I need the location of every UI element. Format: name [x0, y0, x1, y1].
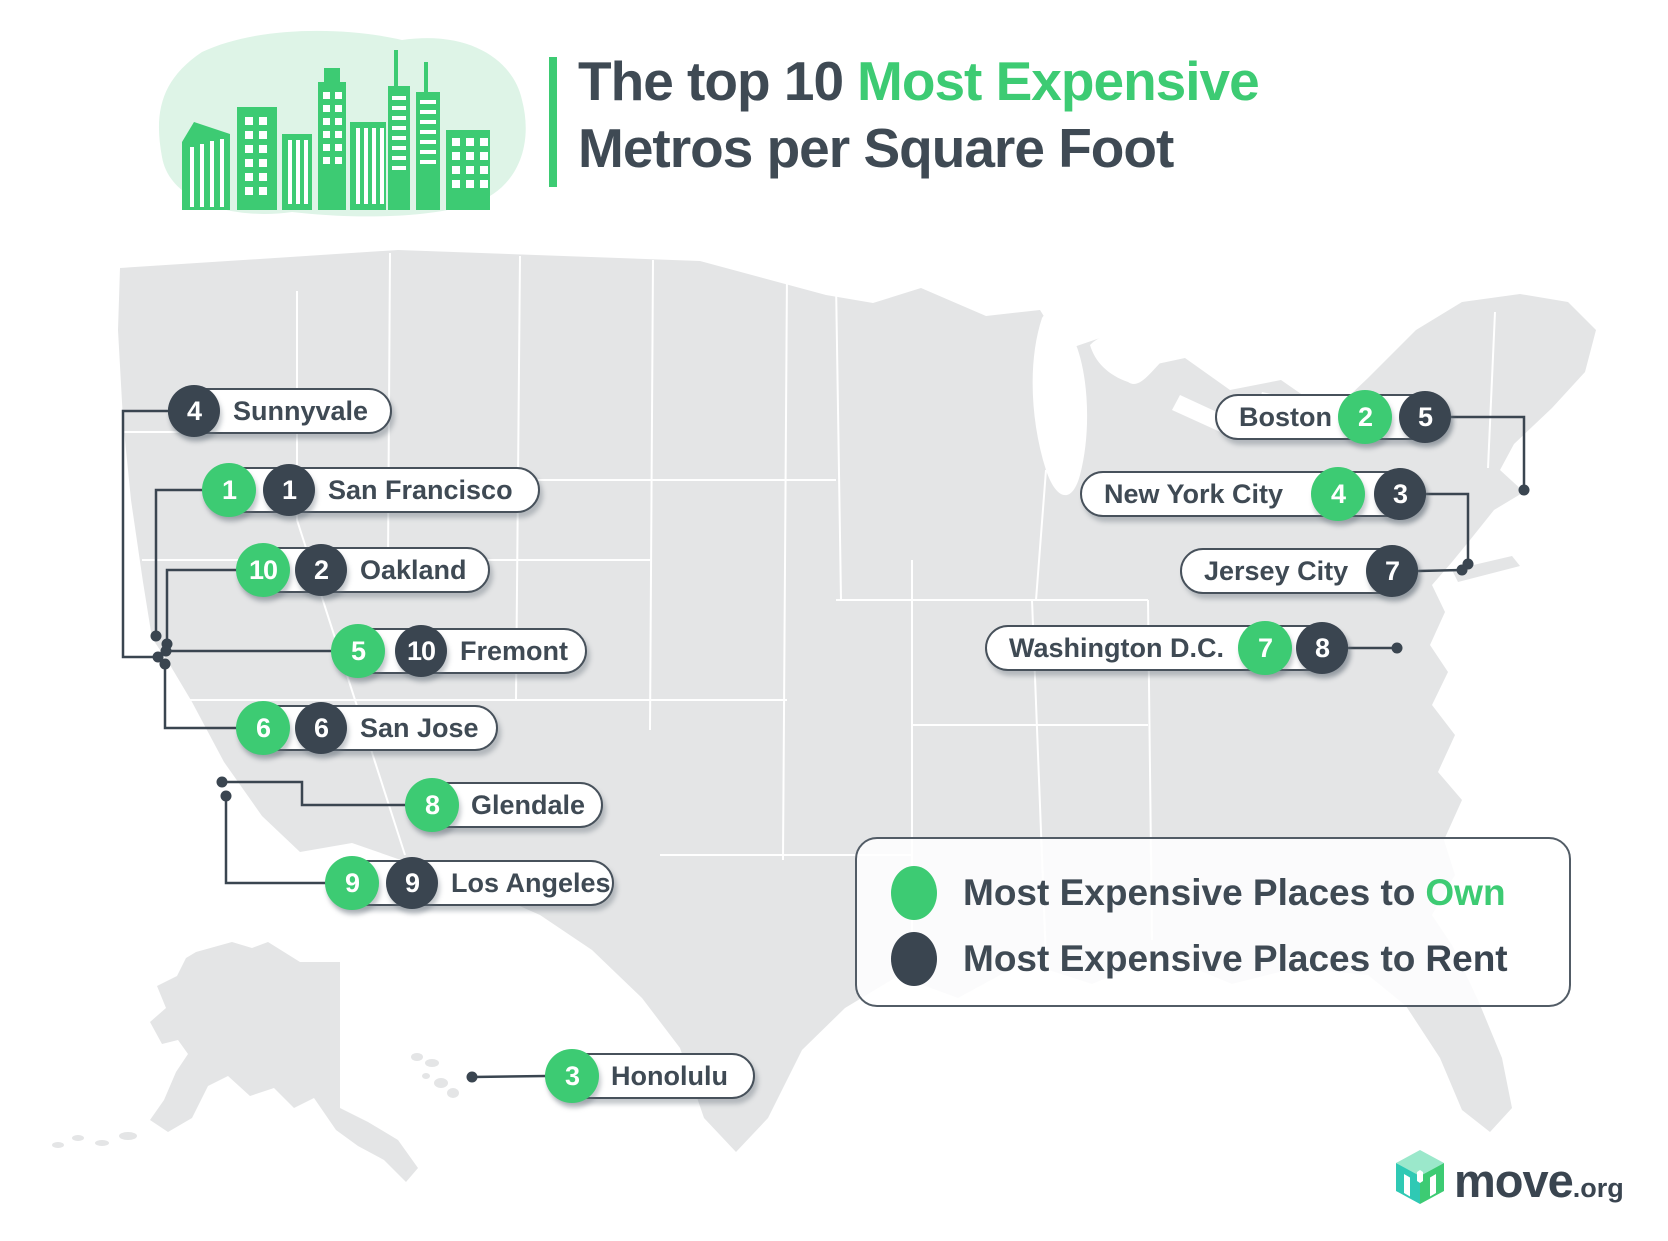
leader-line-new-york-city — [1426, 492, 1470, 564]
city-skyline-icon — [158, 30, 526, 217]
rank-badge-own-glendale: 8 — [405, 778, 459, 832]
rank-badge-rent-fremont: 10 — [395, 625, 447, 677]
rank-badge-own-oakland: 10 — [236, 543, 290, 597]
city-name: San Jose — [360, 712, 479, 743]
rank-badge-rent-new-york-city: 3 — [1374, 468, 1426, 520]
map-dot-honolulu — [466, 1071, 478, 1083]
legend-row-own: Most Expensive Places to Own — [891, 865, 1506, 921]
rank-badge-rent-sunnyvale: 4 — [168, 385, 220, 437]
leader-line-jersey-city — [1417, 568, 1463, 573]
map-dot-boston — [1518, 484, 1530, 496]
rank-badge-rent-san-francisco: 1 — [263, 464, 315, 516]
legend-rent-label: Most Expensive Places to Rent — [963, 938, 1508, 979]
leader-line-honolulu — [471, 1074, 547, 1079]
leader-line-san-francisco — [154, 488, 203, 636]
map-dot-sunnyvale — [152, 651, 164, 663]
city-name: Sunnyvale — [233, 395, 369, 426]
legend-row-rent: Most Expensive Places to Rent — [891, 931, 1508, 987]
rank-badge-rent-washington-d-c: 8 — [1296, 622, 1348, 674]
city-name: New York City — [1104, 478, 1284, 509]
legend: Most Expensive Places to Own Most Expensi… — [855, 837, 1571, 1007]
header: The top 10 Most Expensive Metros per Squa… — [0, 0, 1668, 240]
rank-badge-own-fremont: 5 — [331, 624, 385, 678]
rank-badge-own-honolulu: 3 — [545, 1049, 599, 1103]
map-dot-jersey-city — [1456, 564, 1468, 576]
own-dot-icon — [891, 866, 937, 920]
map-dot-washington-d-c — [1391, 642, 1403, 654]
brand-name: move — [1454, 1154, 1574, 1207]
rank-badge-own-san-francisco: 1 — [202, 463, 256, 517]
rank-badge-rent-oakland: 2 — [295, 544, 347, 596]
aleutian-islands — [52, 1132, 137, 1148]
city-name: Los Angeles — [451, 867, 611, 898]
map-dot-los-angeles — [220, 790, 232, 802]
city-name: Honolulu — [611, 1060, 728, 1091]
rank-badge-own-san-jose: 6 — [236, 701, 290, 755]
rank-badge-own-new-york-city: 4 — [1311, 467, 1365, 521]
title-prefix: The top 10 — [578, 50, 844, 112]
map-dot-san-francisco — [150, 630, 162, 642]
rent-dot-icon — [891, 932, 937, 986]
lake-huron — [1090, 332, 1168, 384]
leader-line-san-jose — [163, 664, 237, 730]
rank-badge-rent-san-jose: 6 — [295, 702, 347, 754]
city-name: Oakland — [360, 554, 467, 585]
city-pill: San Francisco — [203, 467, 540, 513]
city-pill: New York City — [1080, 471, 1426, 517]
lake-michigan — [1032, 312, 1088, 496]
leader-line-glendale — [222, 780, 406, 807]
alaska-shape — [150, 942, 418, 1182]
leader-line-oakland — [165, 568, 237, 644]
hawaii-islands — [411, 1053, 459, 1098]
page-title: The top 10 Most Expensive Metros per Squa… — [578, 48, 1260, 182]
map-dot-fremont — [160, 645, 172, 657]
legend-own-label: Most Expensive Places to Own — [963, 872, 1506, 913]
title-accent-bar — [549, 57, 557, 187]
leader-line-los-angeles — [224, 796, 326, 885]
rank-badge-own-los-angeles: 9 — [325, 856, 379, 910]
leader-line-sunnyvale — [121, 409, 168, 659]
city-name: San Francisco — [328, 474, 513, 505]
long-island — [1452, 556, 1520, 582]
city-name: Fremont — [460, 635, 568, 666]
move-cube-icon — [1396, 1150, 1444, 1204]
city-name: Washington D.C. — [1009, 632, 1224, 663]
title-highlight: Most Expensive — [857, 50, 1260, 112]
rank-badge-rent-jersey-city: 7 — [1366, 545, 1418, 597]
city-name: Jersey City — [1204, 555, 1349, 586]
leader-line-boston — [1451, 415, 1526, 490]
leader-lines — [121, 409, 1530, 1083]
brand-tld: .org — [1572, 1173, 1624, 1203]
map-dot-glendale — [216, 776, 228, 788]
map-dot-san-jose — [159, 658, 171, 670]
brand-logo: move .org — [1394, 1148, 1624, 1206]
city-name: Glendale — [471, 789, 586, 820]
rank-badge-own-washington-d-c: 7 — [1238, 621, 1292, 675]
rank-badge-own-boston: 2 — [1338, 390, 1392, 444]
rank-badge-rent-boston: 5 — [1399, 391, 1451, 443]
city-name: Boston — [1239, 401, 1332, 432]
city-pill: Washington D.C. — [985, 625, 1348, 671]
title-line2: Metros per Square Foot — [578, 117, 1174, 179]
rank-badge-rent-los-angeles: 9 — [386, 857, 438, 909]
